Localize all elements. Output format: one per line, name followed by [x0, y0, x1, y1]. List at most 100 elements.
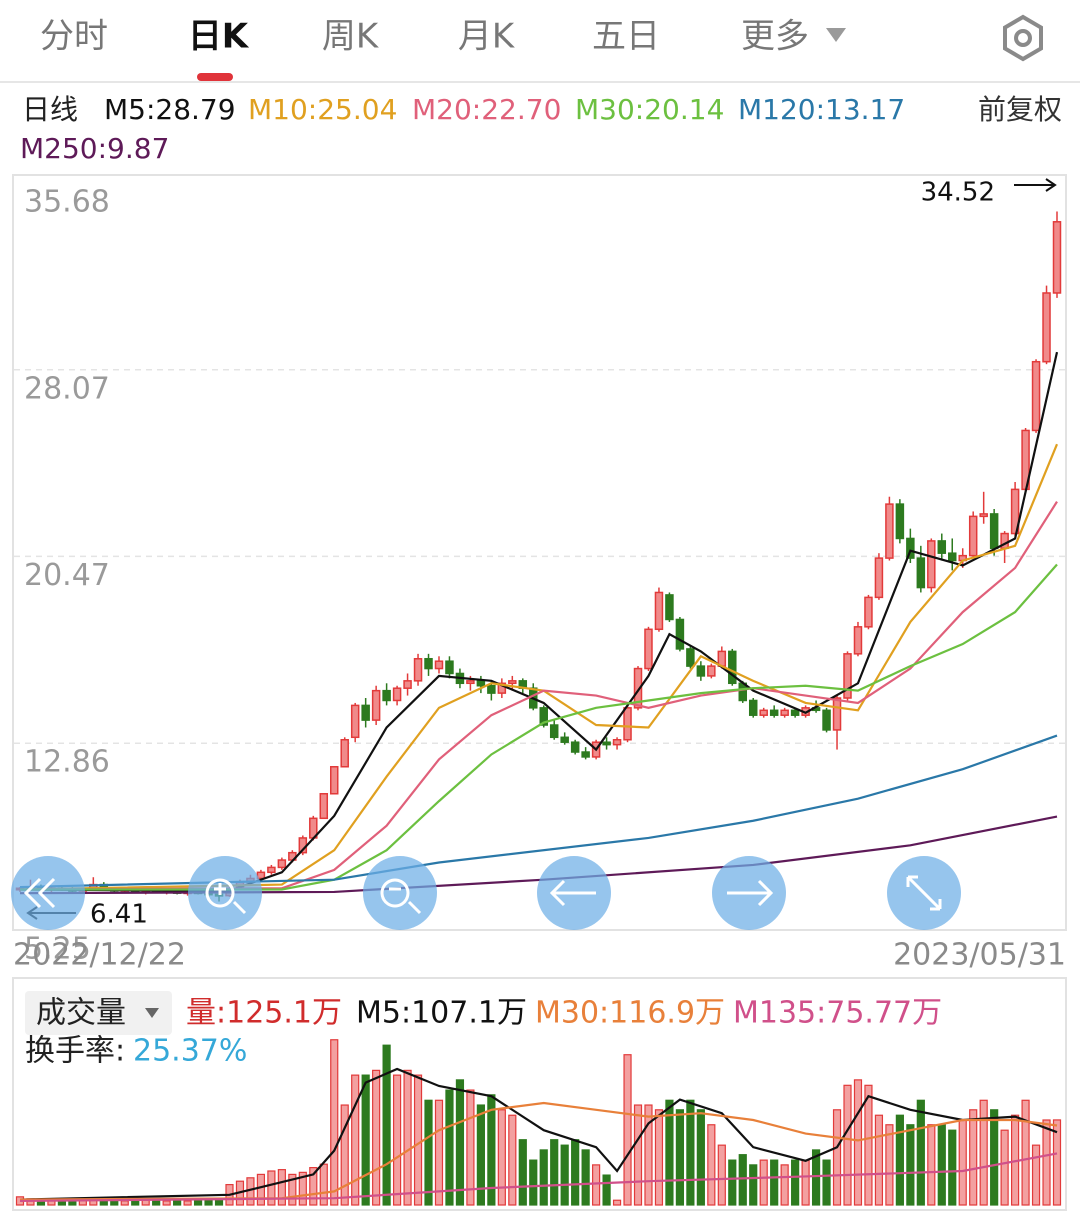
- candle-body: [497, 682, 507, 694]
- y-tick-label: 5.25: [24, 932, 91, 967]
- ma-legend: M5:28.79: [104, 93, 236, 126]
- candle-body: [371, 689, 381, 721]
- volume-bar: [131, 1200, 140, 1206]
- candle-body: [549, 724, 559, 739]
- price-chart: 5.25 12.86 20.47 28.07 35.68 34.52 6.41: [14, 178, 1065, 967]
- volume-bar: [654, 1109, 664, 1206]
- volume-bar: [340, 1104, 349, 1206]
- control-button[interactable]: [11, 856, 85, 930]
- volume-bar: [173, 1199, 182, 1206]
- max-arrow: [1014, 178, 1057, 192]
- volume-bar: [466, 1089, 475, 1206]
- tab-label[interactable]: 月K: [458, 17, 516, 57]
- indicator-dropdown-arrow[interactable]: [145, 1008, 159, 1018]
- ma-legend: M120:13.17: [738, 93, 905, 126]
- volume-bar: [392, 1074, 402, 1206]
- max-price-label: 34.52: [921, 178, 995, 208]
- min-price-label: 6.41: [90, 900, 148, 930]
- y-tick-label: 28.07: [24, 371, 110, 406]
- candle-body: [885, 503, 894, 559]
- control-button[interactable]: [887, 856, 961, 930]
- candle-body: [675, 618, 685, 650]
- adjustment-label[interactable]: 前复权: [978, 93, 1062, 126]
- candle-body: [319, 793, 329, 820]
- volume-bar: [937, 1124, 946, 1206]
- ma-legend: M10:25.04: [248, 93, 397, 126]
- candle-body: [906, 537, 915, 559]
- price-panel: [12, 174, 1067, 931]
- candle-body: [728, 650, 737, 685]
- candle-body: [602, 741, 611, 746]
- volume-bar: [728, 1159, 737, 1206]
- tab-label[interactable]: 更多: [741, 17, 809, 57]
- control-button[interactable]: [363, 856, 437, 930]
- volume-bar: [298, 1171, 307, 1206]
- control-button[interactable]: [712, 856, 786, 930]
- candle-body: [403, 680, 412, 689]
- volume-bar: [152, 1200, 161, 1206]
- y-tick-label: 35.68: [24, 185, 110, 220]
- volume-ma-line: [19, 1067, 1058, 1201]
- end-date: 2023/05/31: [893, 938, 1066, 973]
- gear-outline: [1003, 14, 1043, 62]
- candle-body: [968, 515, 978, 557]
- start-date: 2022/12/22: [13, 938, 186, 973]
- gear-hole: [1014, 29, 1032, 47]
- ma-line: [20, 563, 1058, 891]
- volume-chart: [15, 1039, 1062, 1206]
- candle-body: [780, 709, 789, 716]
- candle-body: [487, 684, 496, 694]
- candle-body: [361, 704, 370, 721]
- control-button[interactable]: [188, 856, 262, 930]
- volume-bar: [791, 1159, 800, 1206]
- tab-label[interactable]: 分时: [40, 17, 108, 57]
- candle-body: [853, 626, 863, 655]
- button-icon: [906, 875, 942, 911]
- candle-body: [340, 739, 349, 768]
- candle-body: [466, 680, 475, 685]
- ma-legend: M30:20.14: [575, 93, 724, 126]
- candle-body: [654, 591, 664, 631]
- candle-body: [707, 665, 716, 677]
- candle-body: [1052, 221, 1062, 294]
- settings-icon[interactable]: [1003, 14, 1043, 62]
- volume-bar: [1052, 1119, 1062, 1206]
- volume-bar: [267, 1170, 276, 1206]
- volume-bar: [581, 1149, 590, 1206]
- more-dropdown-arrow[interactable]: [826, 28, 846, 42]
- ma-line: [19, 443, 1059, 891]
- ma-legend: M20:22.70: [412, 93, 561, 126]
- volume-bar: [319, 1163, 328, 1206]
- volume-bar: [1000, 1129, 1009, 1206]
- volume-bar: [602, 1174, 611, 1206]
- candle-body: [581, 751, 590, 758]
- candle-body: [864, 596, 873, 628]
- volume-bar: [372, 1069, 381, 1206]
- volume-bar: [853, 1079, 863, 1206]
- tab-label[interactable]: 周K: [322, 17, 380, 57]
- volume-bar: [141, 1199, 150, 1206]
- candle-body: [874, 557, 884, 599]
- volume-bar: [193, 1200, 203, 1206]
- tab-label[interactable]: 五日: [592, 17, 660, 57]
- indicator-selector[interactable]: [25, 991, 172, 1035]
- volume-panel: [12, 977, 1067, 1211]
- candle-body: [434, 660, 444, 670]
- candle-body: [665, 594, 674, 621]
- volume-bar: [707, 1124, 716, 1206]
- volume-bar: [592, 1164, 601, 1206]
- candle-body: [539, 707, 548, 726]
- candle-body: [948, 552, 957, 562]
- tab-label[interactable]: 日K: [188, 17, 250, 57]
- volume-bar: [497, 1109, 506, 1206]
- candle-body: [623, 707, 632, 741]
- candle-body: [644, 628, 653, 670]
- candle-body: [329, 766, 339, 795]
- control-button[interactable]: [537, 856, 611, 930]
- indicator-name[interactable]: 成交量: [36, 996, 126, 1031]
- volume-bar: [885, 1124, 894, 1206]
- volume-bar: [780, 1164, 789, 1206]
- candle-body: [832, 697, 842, 731]
- volume-bar: [288, 1173, 297, 1206]
- volume-bar: [1042, 1119, 1051, 1206]
